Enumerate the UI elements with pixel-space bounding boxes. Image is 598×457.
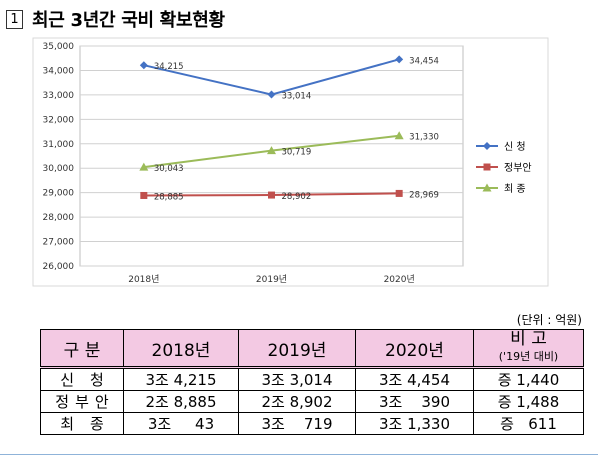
- series-point: [267, 146, 276, 155]
- unit-note: (단위 : 억원): [516, 313, 582, 327]
- x-axis-ticks: 2018년 2019년 2020년: [128, 274, 415, 285]
- y-axis-ticks: 26,000 27,000 28,000 29,000 30,000 31,000 32,0…: [43, 42, 75, 272]
- cell-2019: 2조 8,902: [238, 390, 356, 413]
- data-label: 34,454: [409, 56, 439, 66]
- series-point: [267, 90, 276, 99]
- y-tick-label: 35,000: [43, 42, 75, 52]
- row-label: 최종: [40, 412, 124, 435]
- header-note: 비 고 ('19년 대비): [473, 329, 584, 368]
- header-2019: 2019년: [238, 329, 356, 368]
- plot-background: [79, 45, 464, 267]
- section-number-box: 1: [6, 9, 23, 29]
- table-row: 정부안 2조 8,885 2조 8,902 3조 390 증 1,488: [40, 390, 584, 413]
- data-label: 30,043: [154, 164, 184, 174]
- table-header-row: 구 분 2018년 2019년 2020년 비 고 ('19년 대비): [40, 329, 584, 368]
- data-label: 34,215: [154, 62, 184, 72]
- line-chart: 26,000 27,000 28,000 29,000 30,000 31,000 32,0…: [32, 37, 549, 287]
- series-group: 34,215 33,014 34,454: [139, 55, 439, 102]
- x-tick-label: 2018년: [128, 274, 159, 285]
- cell-note: 증 1,488: [473, 390, 584, 413]
- series-group: 28,885 28,902 28,969: [140, 189, 439, 202]
- series-point: [395, 189, 403, 197]
- y-tick-label: 33,000: [43, 91, 75, 101]
- series-point: [483, 142, 491, 150]
- cell-note: 증 611: [473, 412, 584, 435]
- x-tick-label: 2019년: [256, 274, 287, 285]
- page-title: 최근 3년간 국비 확보현황: [32, 10, 225, 31]
- header-note-label: 비 고: [510, 329, 547, 349]
- cell-2019: 3조 719: [238, 412, 356, 435]
- y-tick-label: 31,000: [43, 140, 75, 150]
- plot-area: [79, 45, 464, 267]
- y-tick-label: 30,000: [43, 164, 75, 174]
- header-2018: 2018년: [123, 329, 239, 368]
- bottom-divider: [0, 454, 598, 455]
- page-heading: 1 최근 3년간 국비 확보현황: [6, 6, 225, 32]
- header-note-sub: ('19년 대비): [498, 350, 559, 363]
- table-row: 최종 3조 43 3조 719 3조 1,330 증 611: [40, 412, 584, 435]
- series-point: [482, 183, 492, 192]
- row-label: 정부안: [40, 390, 124, 413]
- legend-label: 정부안: [504, 162, 532, 174]
- data-label: 28,969: [409, 190, 439, 200]
- legend-label: 최 종: [504, 183, 526, 195]
- x-tick-label: 2020년: [384, 274, 415, 285]
- row-label: 신청: [40, 366, 124, 391]
- y-tick-label: 28,000: [43, 213, 75, 223]
- data-label: 31,330: [409, 133, 439, 143]
- cell-2020: 3조 390: [355, 390, 474, 413]
- series-point: [483, 163, 491, 171]
- data-label: 30,719: [282, 148, 312, 158]
- budget-table: 구 분 2018년 2019년 2020년 비 고 ('19년 대비) 신청 3…: [40, 329, 584, 435]
- cell-2019: 3조 3,014: [238, 366, 356, 391]
- series-point: [140, 191, 148, 199]
- series-group: 30,043 30,719 31,330: [139, 131, 439, 174]
- series-point: [139, 162, 149, 171]
- cell-note: 증 1,440: [473, 366, 584, 391]
- y-tick-label: 34,000: [43, 66, 75, 76]
- series-point: [139, 61, 148, 70]
- data-label: 28,885: [154, 192, 184, 202]
- header-category: 구 분: [40, 329, 124, 368]
- table-row: 신청 3조 4,215 3조 3,014 3조 4,454 증 1,440: [40, 366, 584, 391]
- cell-2018: 2조 8,885: [123, 390, 239, 413]
- y-tick-label: 27,000: [43, 238, 75, 248]
- series-point: [268, 191, 275, 199]
- series-point: [394, 131, 404, 140]
- y-tick-label: 32,000: [43, 115, 75, 125]
- header-2020: 2020년: [355, 329, 474, 368]
- cell-2018: 3조 4,215: [123, 366, 239, 391]
- legend-label: 신 청: [504, 141, 526, 153]
- series-point: [395, 55, 404, 64]
- series-layer: 34,215 33,014 34,454 28,885 28,902 28,969 30,0…: [139, 55, 439, 202]
- cell-2020: 3조 4,454: [355, 366, 474, 391]
- cell-2018: 3조 43: [123, 412, 239, 435]
- y-tick-label: 26,000: [43, 262, 75, 272]
- data-label: 33,014: [282, 92, 312, 102]
- data-label: 28,902: [282, 192, 312, 202]
- y-tick-label: 29,000: [43, 189, 75, 199]
- cell-2020: 3조 1,330: [355, 412, 474, 435]
